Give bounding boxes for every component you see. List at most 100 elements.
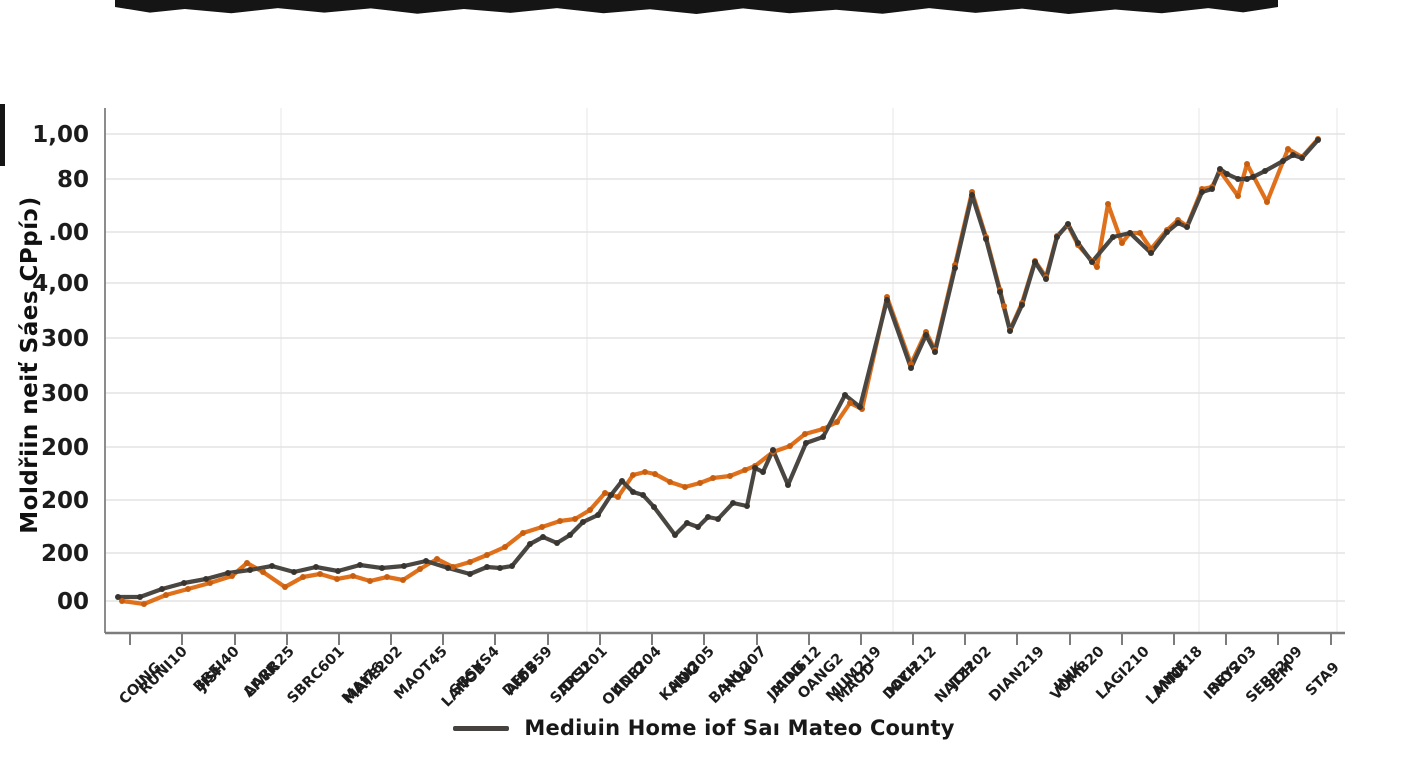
series-marker — [497, 565, 503, 571]
series-marker — [1184, 224, 1190, 230]
series-marker — [642, 469, 648, 475]
series-marker — [684, 520, 690, 526]
series-marker — [1065, 221, 1071, 227]
series-marker — [554, 540, 560, 546]
series-marker — [185, 586, 191, 592]
series-marker — [137, 594, 143, 600]
series-line — [115, 137, 1321, 600]
y-tick-label: 1,00 — [32, 122, 89, 148]
series-marker — [619, 478, 625, 484]
series-marker — [1217, 166, 1223, 172]
series-marker — [119, 598, 125, 604]
series-marker — [1127, 230, 1133, 236]
x-tick-label: DAYI212 — [880, 644, 939, 703]
series-marker — [820, 426, 826, 432]
series-marker — [467, 559, 473, 565]
series-marker — [857, 404, 863, 410]
series-marker — [1262, 168, 1268, 174]
series-marker — [630, 472, 636, 478]
series-marker — [1089, 259, 1095, 265]
series-marker — [630, 489, 636, 495]
series-marker — [672, 532, 678, 538]
series-marker — [207, 580, 213, 586]
series-marker — [1137, 230, 1143, 236]
series-marker — [334, 576, 340, 582]
series-marker — [847, 400, 853, 406]
series-marker — [434, 556, 440, 562]
cropped-edge-mark — [0, 104, 5, 166]
series-marker — [667, 479, 673, 485]
series-marker — [1105, 201, 1111, 207]
legend: Mediuin Home iof Saı Mateo County — [0, 716, 1408, 740]
x-tick-label: STA9 — [1303, 660, 1343, 700]
series-marker — [803, 440, 809, 446]
series-marker — [467, 571, 473, 577]
x-tick-label: DIAN219 — [986, 644, 1048, 706]
series-marker — [820, 434, 826, 440]
series-marker — [527, 541, 533, 547]
series-marker — [1235, 193, 1241, 199]
series-marker — [608, 492, 614, 498]
series-marker — [572, 516, 578, 522]
series-marker — [1199, 189, 1205, 195]
series-marker — [379, 565, 385, 571]
series-marker — [1224, 171, 1230, 177]
series-marker — [1250, 174, 1256, 180]
series-marker — [1043, 276, 1049, 282]
series-marker — [225, 570, 231, 576]
series-marker — [291, 569, 297, 575]
cropped-title-band — [115, 0, 1278, 14]
series-marker — [1175, 220, 1181, 226]
series-marker — [557, 518, 563, 524]
y-tick-label: 4,00 — [32, 271, 89, 297]
series-marker — [317, 571, 323, 577]
series-marker — [203, 576, 209, 582]
series-marker — [695, 524, 701, 530]
series-marker — [908, 365, 914, 371]
series-marker — [842, 392, 848, 398]
series-marker — [697, 480, 703, 486]
series-marker — [502, 544, 508, 550]
y-tick-label: .00 — [48, 220, 89, 246]
y-tick-label: 200 — [41, 541, 89, 567]
series-marker — [969, 192, 975, 198]
series-line — [119, 136, 1321, 607]
series-marker — [244, 560, 250, 566]
series-marker — [282, 584, 288, 590]
series-marker — [640, 492, 646, 498]
series-marker — [952, 265, 958, 271]
series-marker — [357, 562, 363, 568]
series-marker — [932, 349, 938, 355]
x-tick-label: SBSYS4 — [447, 644, 503, 700]
x-tick-label: MATE202 — [342, 644, 406, 708]
x-tick-label: NATZ202 — [932, 644, 995, 707]
series-marker — [744, 503, 750, 509]
series-marker — [163, 592, 169, 598]
series-marker — [1007, 328, 1013, 334]
series-marker — [730, 500, 736, 506]
series-marker — [802, 431, 808, 437]
series-marker — [997, 289, 1003, 295]
series-marker — [540, 534, 546, 540]
y-tick-label: 300 — [41, 381, 89, 407]
series-marker — [1280, 158, 1286, 164]
series-marker — [181, 580, 187, 586]
series-marker — [484, 552, 490, 558]
series-marker — [269, 563, 275, 569]
series-marker — [400, 577, 406, 583]
y-tick-label: 200 — [41, 488, 89, 514]
series-marker — [539, 524, 545, 530]
series-marker — [141, 601, 147, 607]
series-marker — [1264, 199, 1270, 205]
series-marker — [727, 473, 733, 479]
series-marker — [1290, 152, 1296, 158]
legend-line-swatch — [453, 725, 510, 731]
y-tick-label: 80 — [57, 167, 89, 193]
series-marker — [1285, 146, 1291, 152]
series-marker — [445, 565, 451, 571]
series-marker — [300, 574, 306, 580]
series-marker — [1209, 186, 1215, 192]
series-marker — [602, 490, 608, 496]
